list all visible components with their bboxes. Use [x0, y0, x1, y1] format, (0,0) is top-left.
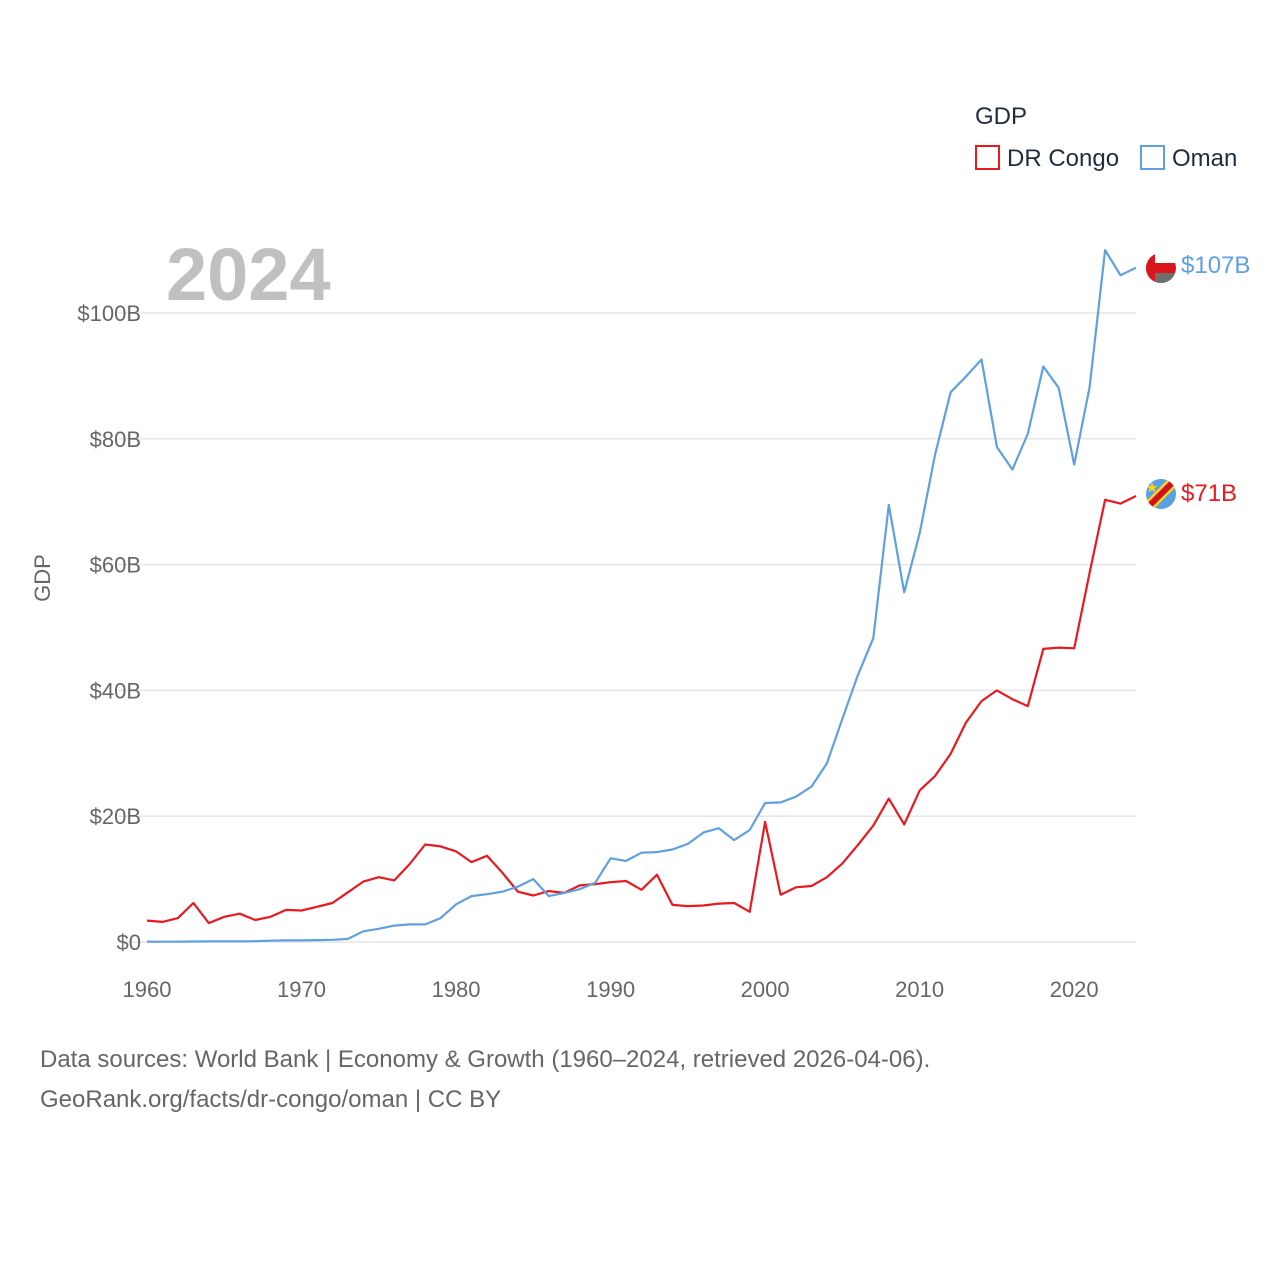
x-tick-label: 2000: [741, 977, 790, 1002]
y-tick-label: $100B: [77, 301, 141, 326]
legend: GDP DR Congo Oman: [975, 103, 1237, 172]
legend-swatch-dr-congo: [975, 145, 1000, 170]
x-tick-label: 2020: [1050, 977, 1099, 1002]
x-tick-label: 1960: [123, 977, 172, 1002]
footer: Data sources: World Bank | Economy & Gro…: [40, 1040, 930, 1120]
legend-label-dr-congo: DR Congo: [1007, 145, 1119, 172]
series-line-dr-congo: [146, 495, 1137, 925]
series-line-oman: [147, 249, 1137, 943]
legend-swatch-oman: [1140, 145, 1165, 170]
x-tick-label: 1990: [586, 977, 635, 1002]
data-sources-text: Data sources: World Bank | Economy & Gro…: [40, 1046, 931, 1073]
y-tick-label: $80B: [90, 427, 141, 452]
x-tick-label: 1980: [432, 977, 481, 1002]
x-axis: 1960 1970 1980 1990 2000 2010 2020: [123, 977, 1099, 1002]
oman-flag-icon: [1146, 253, 1176, 283]
dr-congo-flag-icon: [1146, 479, 1176, 509]
y-axis-label: GDP: [30, 554, 55, 602]
grid-lines: [118, 312, 1136, 943]
legend-title: GDP: [975, 103, 1027, 130]
year-label: 2024: [166, 233, 331, 316]
x-tick-label: 2010: [895, 977, 944, 1002]
oman-end-value-label: $107B: [1181, 252, 1250, 279]
legend-item-dr-congo[interactable]: DR Congo: [975, 145, 1119, 172]
y-tick-label: $40B: [90, 678, 141, 703]
source-link[interactable]: GeoRank.org/facts/dr-congo/oman | CC BY: [40, 1086, 502, 1113]
y-tick-label: $20B: [90, 804, 141, 829]
series-lines: [146, 249, 1137, 943]
y-axis: $0 $20B $40B $60B $80B $100B: [77, 301, 141, 955]
y-tick-label: $0: [117, 930, 141, 955]
gdp-line-chart: 2024 $0 $20B $40B $60B $80B $100B 1960 1970 198…: [30, 103, 1250, 1002]
dr-congo-end-value-label: $71B: [1181, 480, 1237, 507]
legend-item-oman[interactable]: Oman: [1140, 145, 1237, 172]
legend-label-oman: Oman: [1172, 145, 1237, 172]
y-tick-label: $60B: [90, 553, 141, 578]
x-tick-label: 1970: [277, 977, 326, 1002]
